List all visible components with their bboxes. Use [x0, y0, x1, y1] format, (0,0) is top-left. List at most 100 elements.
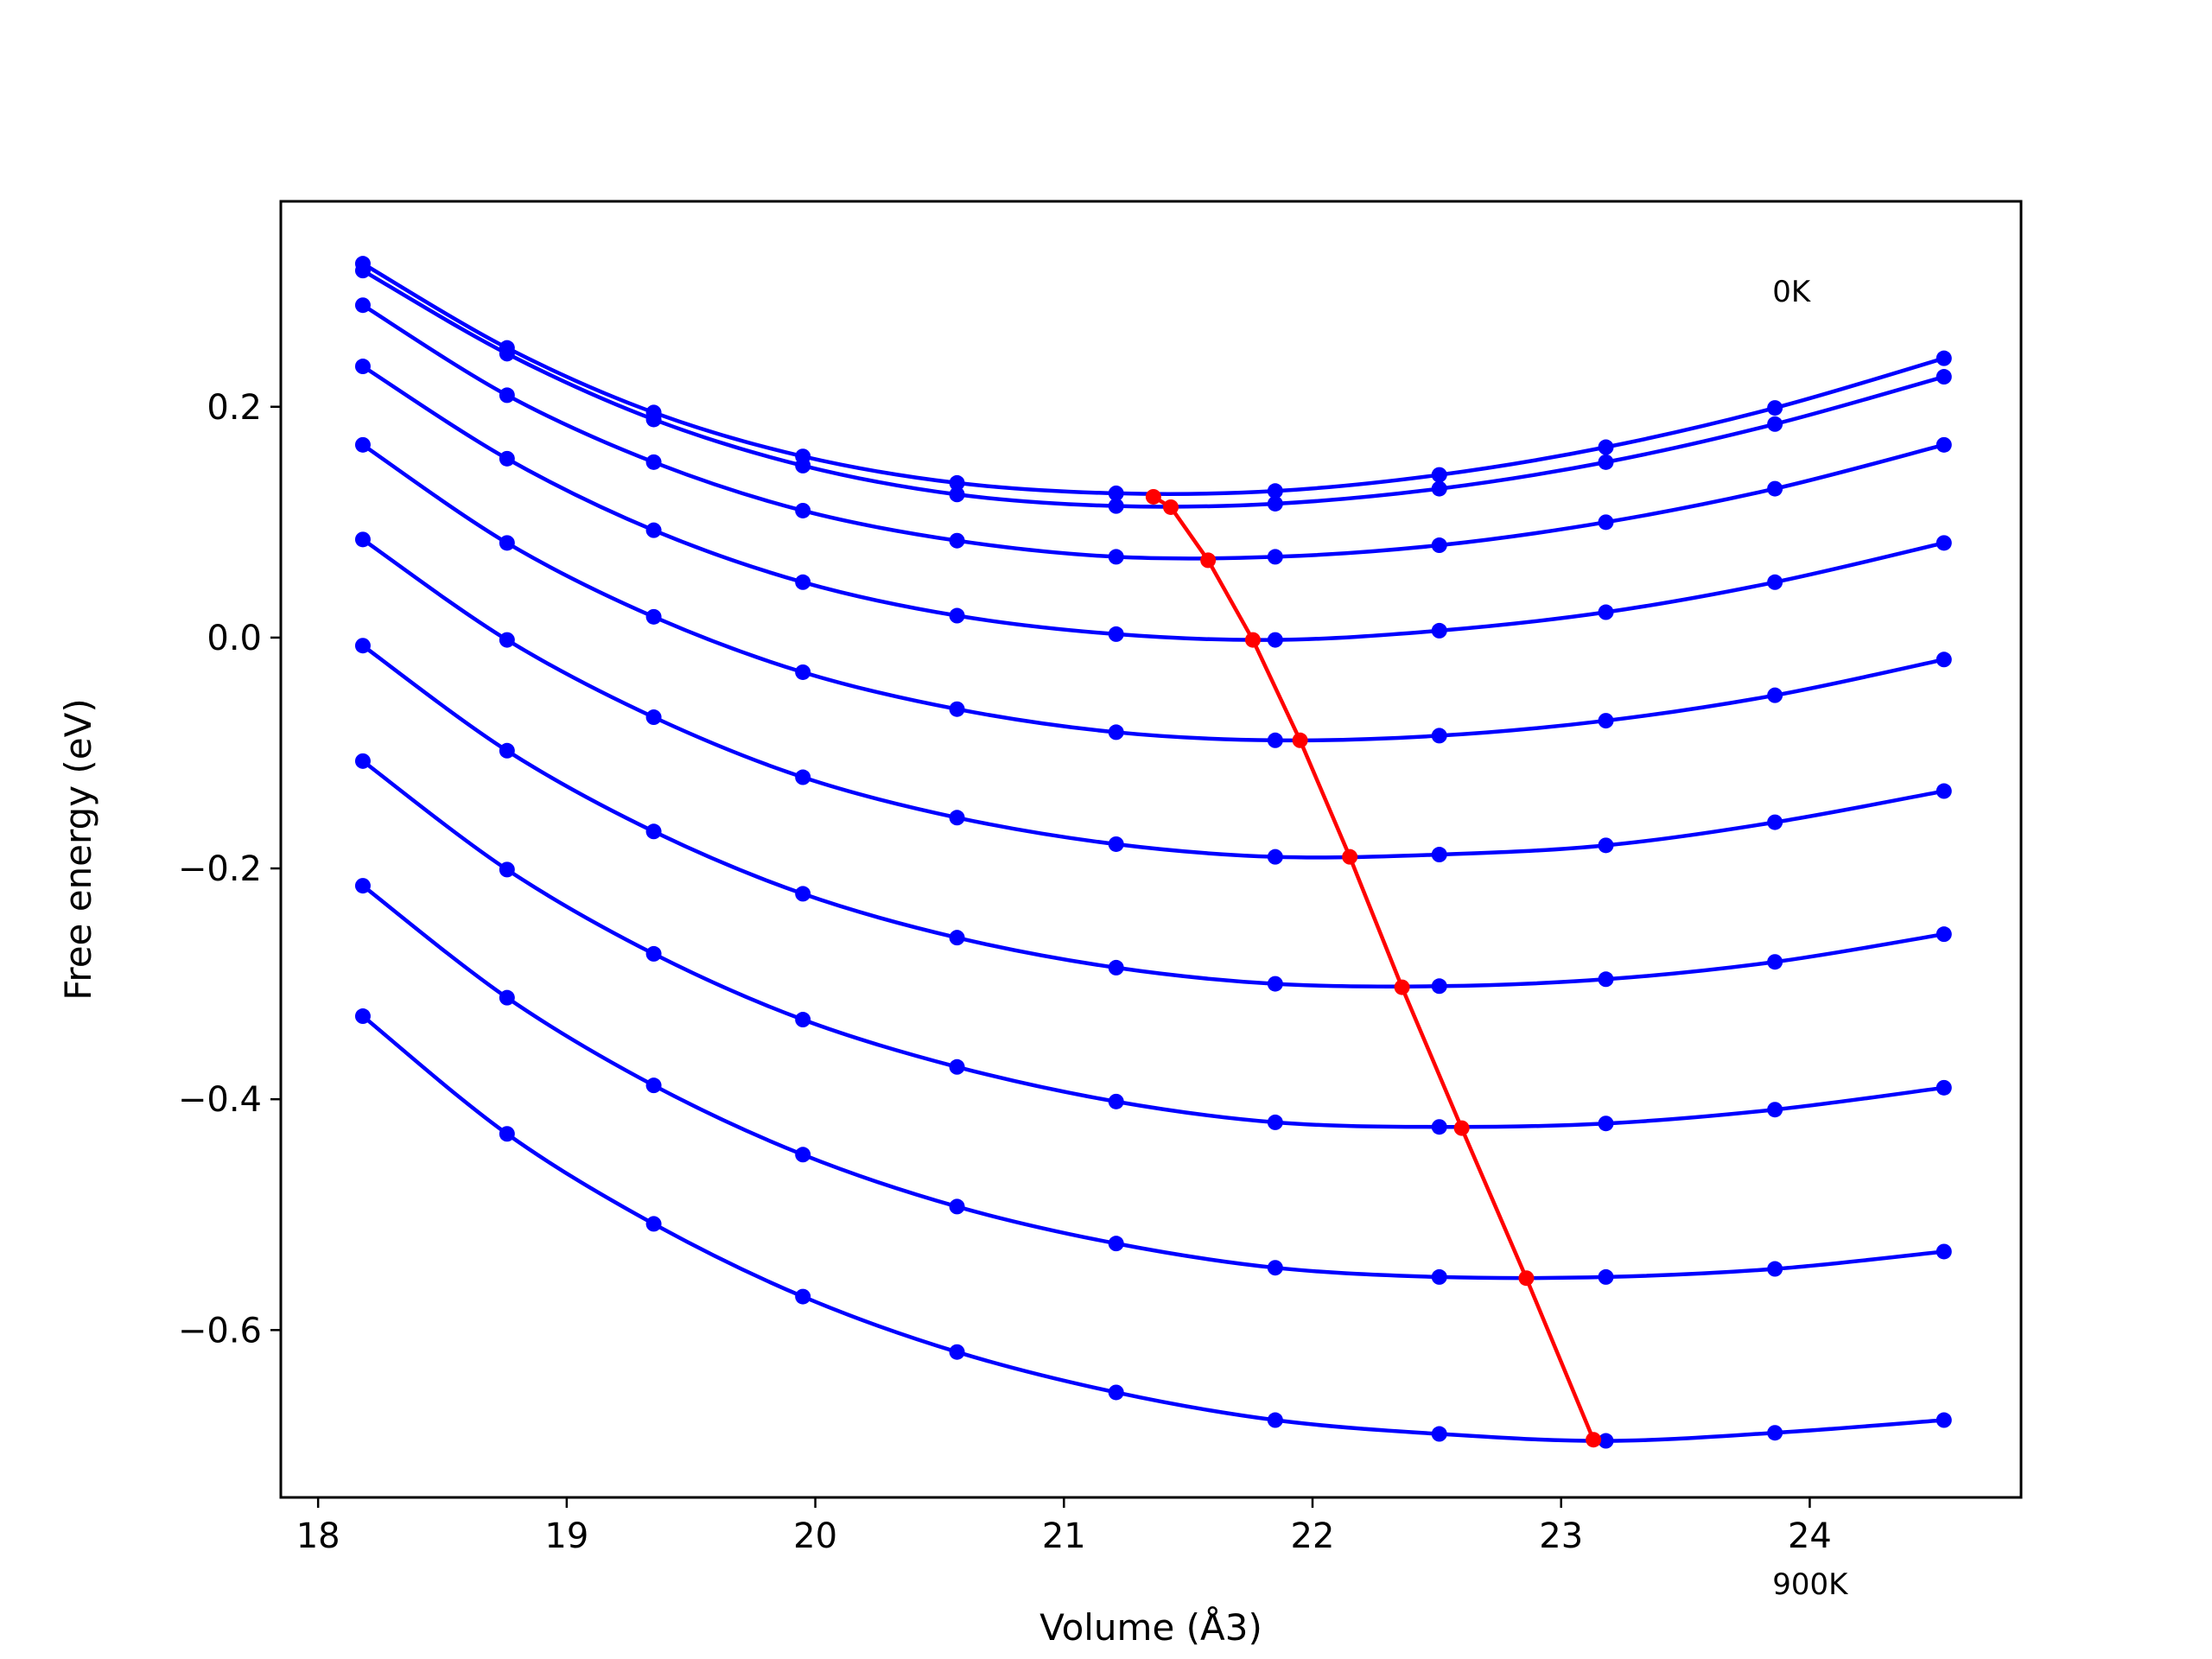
- data-point: [1431, 978, 1447, 995]
- data-point: [949, 607, 965, 624]
- data-point: [795, 502, 811, 518]
- data-point: [499, 989, 515, 1006]
- data-point: [1267, 1114, 1283, 1130]
- data-point: [1598, 837, 1614, 854]
- annotations: 0K 900K: [1772, 275, 1849, 1602]
- x-tick-label: 24: [1788, 1516, 1832, 1556]
- series-5: [354, 531, 1952, 865]
- data-point: [645, 411, 662, 428]
- minima-point: [1292, 732, 1308, 748]
- data-point: [1431, 467, 1447, 483]
- data-point: [795, 1288, 811, 1305]
- data-point: [949, 810, 965, 826]
- minima-point: [1518, 1270, 1535, 1287]
- data-point: [949, 1198, 965, 1215]
- series-7: [354, 753, 1952, 1135]
- data-point: [645, 709, 662, 726]
- series-0: [354, 256, 1952, 501]
- data-point: [645, 454, 662, 470]
- y-axis-label: Free energy (eV): [57, 698, 99, 1001]
- data-point: [795, 1147, 811, 1163]
- minima-line: [1152, 495, 1596, 1441]
- series-6: [354, 638, 1952, 995]
- data-point: [795, 664, 811, 680]
- data-point: [1767, 687, 1783, 703]
- data-point: [1267, 495, 1283, 512]
- x-tick-label: 18: [296, 1516, 340, 1556]
- data-point: [354, 1008, 371, 1025]
- data-point: [1108, 836, 1124, 852]
- data-point: [1267, 1260, 1283, 1276]
- data-point: [1108, 626, 1124, 642]
- data-point: [1598, 713, 1614, 729]
- data-point: [795, 1012, 811, 1028]
- data-point: [1267, 549, 1283, 565]
- data-point: [499, 346, 515, 362]
- data-point: [1267, 483, 1283, 499]
- axis-ticks: 18 19 20 21 22 23 24 0.2 0.0 −0.2 −0.4 −0.6: [178, 388, 1832, 1556]
- x-axis-label: Volume (Å3): [1039, 1605, 1262, 1649]
- minima-point: [1145, 488, 1161, 505]
- y-tick-label: 0.2: [207, 388, 262, 428]
- data-point: [1267, 632, 1283, 648]
- data-point: [1598, 439, 1614, 455]
- y-tick-label: −0.6: [178, 1311, 262, 1351]
- data-point: [499, 861, 515, 878]
- data-point: [1267, 849, 1283, 865]
- data-point: [1936, 1412, 1952, 1428]
- data-point: [354, 753, 371, 769]
- data-point: [1767, 1261, 1783, 1277]
- series-9: [354, 1008, 1952, 1449]
- data-point: [645, 1216, 662, 1232]
- series-1: [354, 263, 1952, 514]
- data-point: [1598, 1433, 1614, 1449]
- minima-point: [1244, 632, 1261, 648]
- series-4: [354, 436, 1952, 748]
- x-tick-label: 21: [1042, 1516, 1086, 1556]
- series-8: [354, 878, 1952, 1285]
- data-point: [1767, 416, 1783, 432]
- x-tick-label: 23: [1539, 1516, 1583, 1556]
- data-point: [499, 742, 515, 759]
- data-point: [1936, 926, 1952, 943]
- data-point: [949, 1344, 965, 1360]
- data-point: [1598, 1268, 1614, 1285]
- data-point: [1767, 1425, 1783, 1441]
- data-point: [949, 474, 965, 491]
- plot-frame: [279, 200, 2023, 1499]
- data-point: [1108, 1093, 1124, 1109]
- data-point: [354, 436, 371, 453]
- series-2: [354, 297, 1952, 565]
- data-point: [1108, 498, 1124, 514]
- data-point: [645, 1077, 662, 1094]
- data-point: [1431, 728, 1447, 744]
- data-point: [645, 945, 662, 962]
- data-point: [795, 769, 811, 785]
- data-point: [1431, 622, 1447, 639]
- data-point: [354, 531, 371, 548]
- data-point: [1598, 1116, 1614, 1132]
- data-point: [1108, 724, 1124, 741]
- data-point: [949, 532, 965, 549]
- data-point: [1598, 604, 1614, 620]
- data-point: [1936, 1079, 1952, 1096]
- y-tick-label: 0.0: [207, 619, 262, 658]
- data-point: [1267, 732, 1283, 748]
- annotation-label: 0K: [1772, 275, 1812, 309]
- data-point: [949, 486, 965, 503]
- data-point: [1267, 976, 1283, 992]
- data-point: [1431, 537, 1447, 554]
- data-point: [645, 522, 662, 538]
- data-point: [1431, 1119, 1447, 1135]
- x-tick-label: 19: [544, 1516, 588, 1556]
- plot-content: [354, 256, 1952, 1449]
- data-point: [499, 1126, 515, 1142]
- data-point: [499, 535, 515, 551]
- data-point: [1767, 814, 1783, 830]
- data-point: [354, 263, 371, 279]
- data-point: [499, 632, 515, 648]
- data-point: [1267, 1412, 1283, 1428]
- data-point: [1108, 1384, 1124, 1401]
